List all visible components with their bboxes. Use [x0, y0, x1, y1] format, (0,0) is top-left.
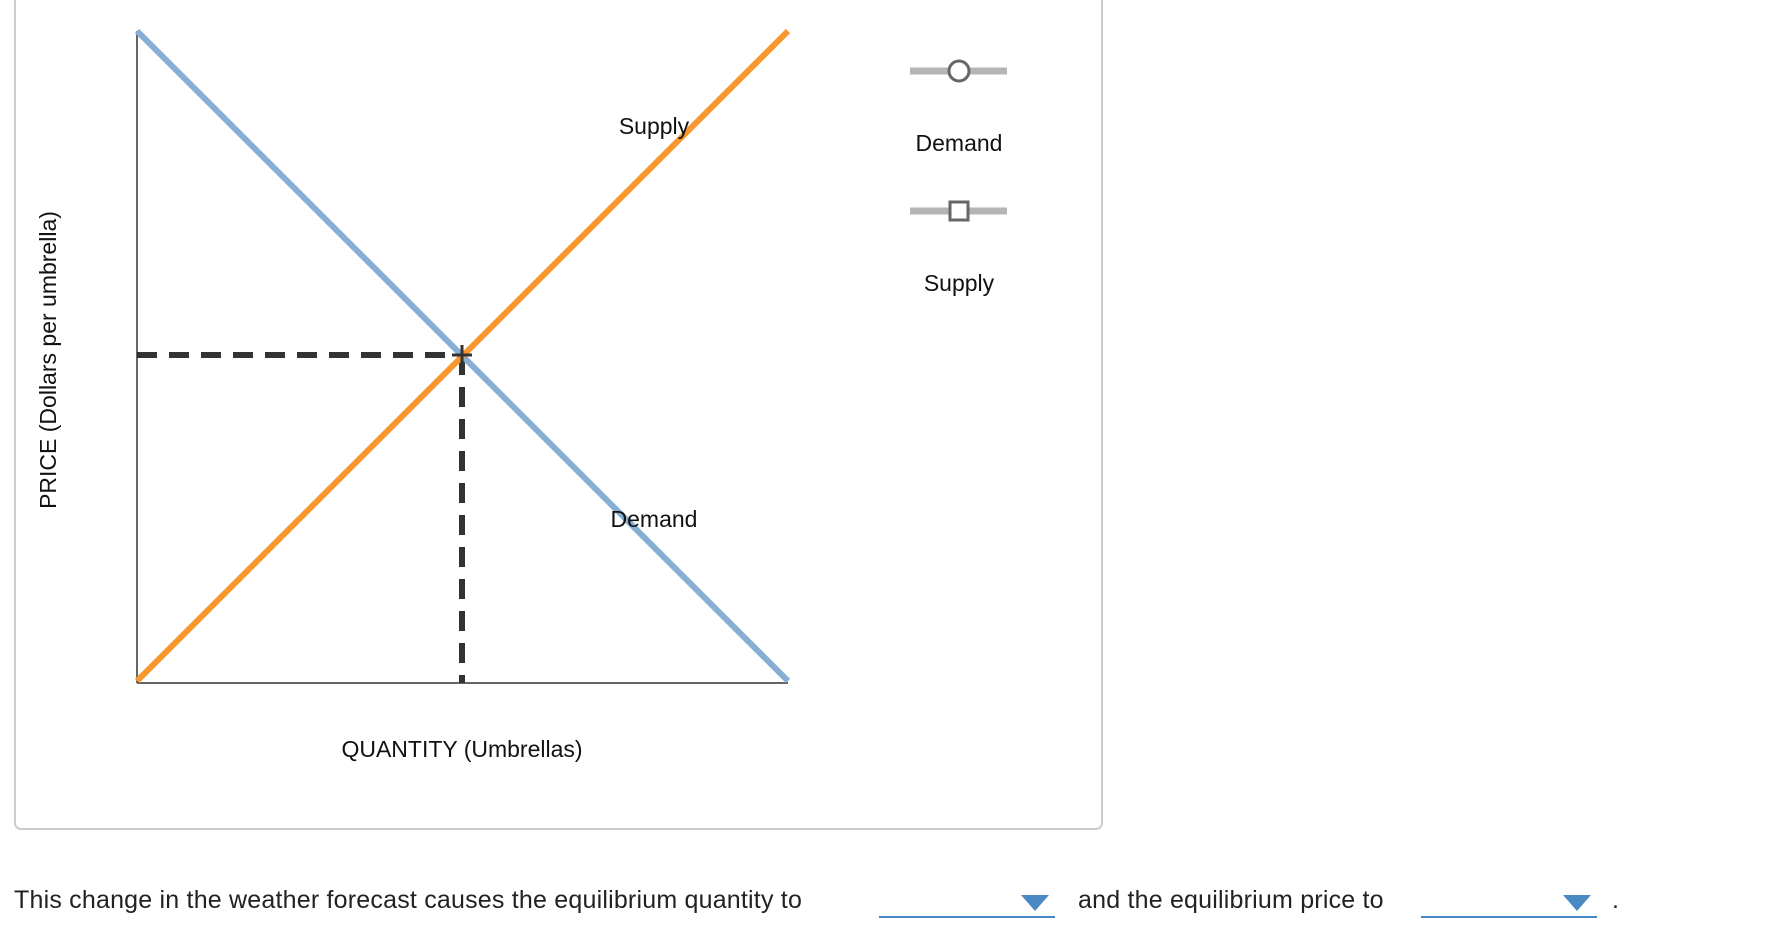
equilibrium-point[interactable] [452, 345, 472, 365]
legend-label: Demand [916, 130, 1003, 156]
dropdown-arrow [1021, 895, 1049, 911]
legend-circle [947, 59, 971, 83]
x-axis-title: QUANTITY (Umbrellas) [341, 736, 582, 762]
question-text: This change in the weather forecast caus… [14, 886, 803, 914]
quantity-dropdown[interactable] [879, 886, 1055, 918]
panel-frame [14, 0, 1103, 830]
question-text: . [1612, 886, 1620, 914]
price-dropdown[interactable] [1421, 886, 1597, 918]
graph-panel: Supply Demand QUANTITY (Umbrellas) PRICE… [14, 0, 1103, 830]
dropdown-arrow [1563, 895, 1591, 911]
demand-label: Demand [611, 506, 698, 532]
legend-square [948, 200, 970, 222]
question-text: and the equilibrium price to [1078, 886, 1384, 914]
y-axis-title: PRICE (Dollars per umbrella) [35, 211, 61, 509]
supply-label: Supply [619, 113, 690, 139]
legend-supply-tool[interactable] [910, 200, 1007, 222]
legend-label: Supply [924, 270, 995, 296]
legend-demand-tool[interactable] [910, 59, 1007, 83]
